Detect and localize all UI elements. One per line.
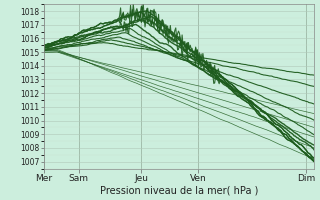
X-axis label: Pression niveau de la mer( hPa ): Pression niveau de la mer( hPa ) [100, 186, 258, 196]
